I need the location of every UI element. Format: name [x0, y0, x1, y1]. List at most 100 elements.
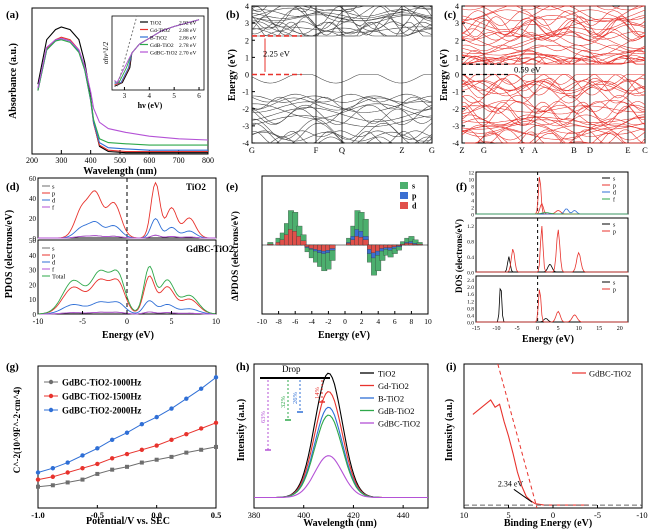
panel-g-label: (g) [6, 361, 19, 373]
kpoint-label: E [625, 145, 630, 155]
panel-h-legend-label: GdB-TiO2 [378, 406, 415, 416]
panel-d-xtick-label: 0 [125, 317, 129, 326]
kpoint-label: Y [519, 145, 525, 155]
band-line [461, 34, 646, 55]
panel-d-legend-label: f [52, 267, 55, 274]
panel-e-ylabel: ΔPDOS (electrons/eV) [230, 211, 241, 301]
panel-d-xtick-label: -5 [79, 317, 86, 326]
panel-d-legend-label: d [52, 260, 56, 267]
panel-d-sub-label-top: TiO2 [186, 182, 206, 192]
panel-g-point [169, 437, 174, 443]
panel-a-inset-legend-name: B-TiO2 [150, 36, 167, 42]
panel-f-ytick-label: 0.4 [467, 255, 474, 261]
kpoint-label: B [571, 145, 577, 155]
panel-a-inset: 3 4 5 6 TiO2 2.92 eV Gd-TiO2 2.88 eV B-TiO2 2.86 … [114, 15, 201, 100]
band-line [461, 105, 646, 113]
panel-a-ylabel: Absorbance (a.u.) [8, 43, 19, 119]
panel-f-xtick-label: 0 [536, 326, 539, 332]
band-line [461, 100, 646, 115]
panel-f-ytick-label: 1.2 [467, 224, 474, 230]
panel-f-ytick-label: 2.4 [467, 278, 474, 284]
panel-a-xtick-label: 500 [114, 156, 126, 165]
panel-h-drop-value: 26% [292, 392, 299, 405]
panel-f-legend-label: p [613, 288, 616, 294]
panel-d-legend-label: f [52, 205, 55, 212]
band-line [461, 5, 646, 11]
panel-g-point [95, 461, 100, 467]
panel-e-plot: -10 -8 -6 -4 -2 0 2 4 6 8 10 spd [257, 175, 432, 326]
panel-i-ylabel: Intensity (a.u.) [444, 399, 455, 462]
panel-a-inset-legend-name: GdBC-TiO2 [150, 51, 178, 57]
panel-f-xtick-label: 15 [596, 326, 602, 332]
panel-d-ytick-label: 10 [29, 296, 37, 304]
band-line [461, 16, 646, 38]
panel-g-xtick-label: -1.0 [31, 510, 44, 520]
panel-e-legend-label: d [412, 202, 417, 211]
panel-h-ylabel: Intensity (a.u.) [236, 399, 247, 462]
panel-g-point [124, 451, 130, 457]
panel-e-xtick-label: -10 [257, 317, 267, 326]
panel-e-legend-swatch [400, 202, 408, 209]
panel-f-legend-label: f [613, 197, 615, 204]
ytick-label: 2 [455, 36, 459, 45]
panel-e-xtick-label: 6 [393, 317, 397, 326]
panel-e-bar-d [396, 244, 402, 247]
panel-g: (g) C^-2(10^9F^-2·cm^4) Potential/V vs. … [6, 361, 221, 527]
panel-g-point [169, 454, 174, 459]
ytick-label: -4 [242, 139, 249, 148]
panel-a-xtick-label: 700 [173, 156, 185, 165]
ytick-label: 3 [245, 19, 249, 28]
panel-g-point [50, 483, 55, 488]
panel-g-point [154, 414, 159, 420]
band-line [461, 124, 646, 141]
panel-a-inset-xlabel: hν (eV) [138, 101, 163, 110]
panel-h-legend-label: GdBC-TiO2 [378, 419, 420, 429]
panel-g-xtick-label: -0.5 [91, 510, 104, 520]
panel-a-xtick-label: 400 [85, 156, 97, 165]
panel-h-xtick-label: 380 [248, 510, 261, 520]
panel-g-point [80, 453, 85, 458]
panel-f-ylabel: DOS (electrons/eV) [454, 219, 464, 293]
panel-f-ytick-label: 10 [469, 178, 475, 184]
panel-f-xtick-label: 10 [576, 326, 582, 332]
panel-f-legend-label: p [613, 184, 616, 190]
panel-g-point [35, 470, 41, 475]
panel-f-xtick-label: 20 [617, 326, 623, 332]
band-line [461, 53, 646, 64]
panel-f-legend-label: p [613, 230, 616, 236]
panel-i-plot: 2.34 eV GdBC-TiO2 10 5 0 -5 -10 [460, 363, 648, 520]
panel-d-legend-label: d [52, 198, 56, 205]
panel-a-inset-legend-gap: 2.86 eV [179, 36, 196, 42]
panel-d-curve-bottom-d [37, 300, 216, 315]
panel-a-inset-legend-gap: 2.88 eV [179, 28, 196, 34]
panel-e: (e) ΔPDOS (electrons/eV) Energy (eV) -10… [226, 175, 432, 341]
kpoint-label: D [587, 145, 593, 155]
panel-h-xtick-label: 400 [297, 510, 310, 520]
panel-h-legend-label: B-TiO2 [378, 394, 404, 404]
band-line [461, 15, 646, 30]
band-line [461, 119, 646, 130]
ytick-label: -2 [452, 105, 459, 114]
panel-h-legend-label: Gd-TiO2 [378, 381, 409, 391]
panel-g-legend-marker [48, 379, 54, 385]
panel-d-xtick-label: 10 [212, 317, 220, 326]
panel-h-label: (h) [236, 361, 250, 373]
panel-f-curve-p [476, 202, 628, 215]
band-line [461, 80, 646, 91]
band-line [461, 5, 646, 22]
ytick-label: 1 [245, 53, 249, 62]
panel-a-inset-legend-gap: 2.70 eV [179, 51, 196, 57]
panel-i-annotation-label: 2.34 eV [498, 479, 524, 488]
panel-g-point [169, 406, 174, 411]
band-line [461, 114, 645, 127]
panel-g-point [50, 474, 56, 479]
panel-g-point [80, 477, 85, 482]
panel-h: (h) Intensity (a.u.) Wavelength (nm) TiO… [236, 361, 429, 529]
band-line [462, 57, 645, 65]
panel-d-plot: 0204060spdfTiO201020304050spdfTotalGdBC-… [29, 175, 234, 326]
panel-g-legend-marker [48, 393, 54, 399]
panel-d-ytick-label: 0 [33, 235, 37, 243]
panel-b-plot: -4 -3 -2 -1 0 1 2 3 4 G F Q Z G 2.25 eV [242, 2, 435, 155]
band-line [461, 80, 646, 92]
panel-g-point [198, 426, 204, 431]
